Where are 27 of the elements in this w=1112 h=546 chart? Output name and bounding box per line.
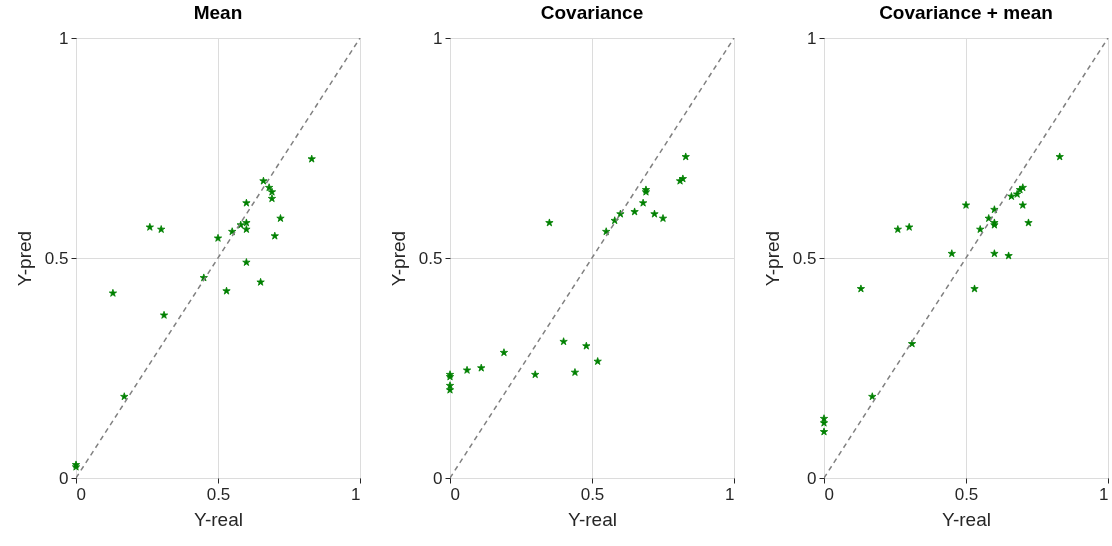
x-tick-label: 1 bbox=[1099, 484, 1109, 504]
x-axis-title: Y-real bbox=[568, 508, 617, 530]
x-tick-label: 0 bbox=[450, 484, 460, 504]
y-axis-title: Y-pred bbox=[13, 230, 35, 287]
y-tick-label: 0.5 bbox=[44, 248, 69, 268]
x-axis-title: Y-real bbox=[942, 508, 991, 530]
y-axis-title: Y-pred bbox=[761, 230, 783, 287]
chart-title: Mean bbox=[193, 2, 243, 23]
x-tick-label: 0.5 bbox=[954, 484, 979, 504]
x-axis-title: Y-real bbox=[194, 508, 243, 530]
x-tick-label: 1 bbox=[351, 484, 361, 504]
chart-title: Covariance bbox=[540, 2, 644, 23]
y-tick-label: 0.5 bbox=[792, 248, 817, 268]
x-tick-label: 0.5 bbox=[206, 484, 231, 504]
chart-title: Covariance + mean bbox=[879, 2, 1053, 23]
x-tick-label: 0.5 bbox=[580, 484, 605, 504]
y-tick-label: 0 bbox=[807, 468, 817, 488]
y-tick-label: 0 bbox=[59, 468, 69, 488]
y-tick-label: 1 bbox=[433, 28, 443, 48]
x-tick-label: 0 bbox=[824, 484, 834, 504]
y-tick-label: 0.5 bbox=[418, 248, 443, 268]
y-tick-label: 0 bbox=[433, 468, 443, 488]
y-axis-title: Y-pred bbox=[387, 230, 409, 287]
y-tick-label: 1 bbox=[807, 28, 817, 48]
x-tick-label: 1 bbox=[725, 484, 735, 504]
x-tick-label: 0 bbox=[76, 484, 86, 504]
y-tick-label: 1 bbox=[59, 28, 69, 48]
